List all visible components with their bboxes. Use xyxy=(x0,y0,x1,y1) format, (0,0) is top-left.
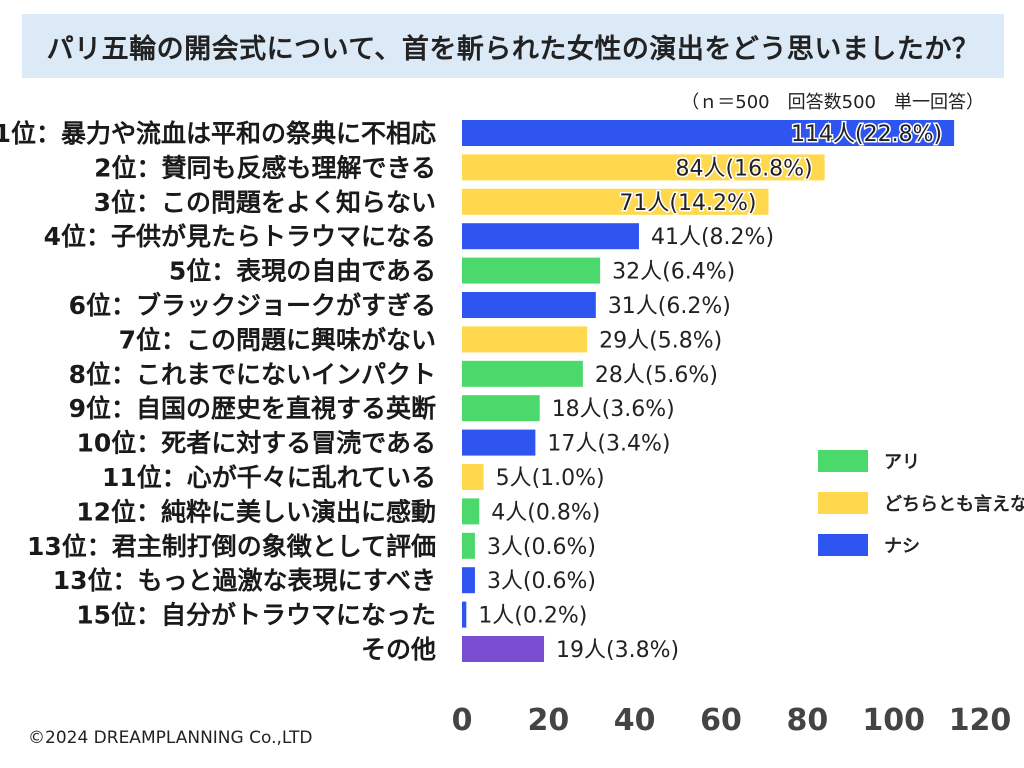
x-tick-80: 80 xyxy=(786,703,828,738)
value-label-13: 3人(0.6%) xyxy=(487,535,596,560)
category-label-8: 8位：これまでにないインパクト xyxy=(69,360,436,389)
value-label-14: 3人(0.6%) xyxy=(487,569,596,594)
value-label-15: 1人(0.2%) xyxy=(478,604,587,629)
category-label-2: 2位：賛同も反感も理解できる xyxy=(94,153,436,182)
bar-13 xyxy=(462,532,475,559)
value-label-7: 29人(5.8%) xyxy=(599,328,722,353)
x-tick-0: 0 xyxy=(452,703,473,738)
x-tick-40: 40 xyxy=(614,703,656,738)
category-label-15: 15位：自分がトラウマになった xyxy=(76,601,436,630)
bar-1 xyxy=(462,120,955,146)
category-label-16: その他 xyxy=(361,635,436,664)
bar-5 xyxy=(462,257,601,284)
category-label-3: 3位：この問題をよく知らない xyxy=(94,188,436,217)
value-label-8: 28人(5.6%) xyxy=(595,363,718,388)
value-label-12: 4人(0.8%) xyxy=(491,500,600,525)
title-banner: パリ五輪の開会式について、首を斬られた女性の演出をどう思いましたか？ xyxy=(22,14,1004,78)
bar-3 xyxy=(462,188,769,215)
legend: アリどちらとも言えないナシ xyxy=(818,450,1024,557)
value-label-9: 18人(3.6%) xyxy=(552,397,675,422)
chart-title: パリ五輪の開会式について、首を斬られた女性の演出をどう思いましたか？ xyxy=(46,33,980,65)
bar-11 xyxy=(462,464,484,490)
value-label-5: 32人(6.4%) xyxy=(612,260,735,285)
category-label-9: 9位：自国の歴史を直視する英断 xyxy=(69,394,436,423)
bar-14 xyxy=(462,567,475,594)
legend-label-1: アリ xyxy=(884,452,920,473)
legend-label-3: ナシ xyxy=(884,536,920,557)
legend-swatch-2 xyxy=(818,492,868,514)
value-label-4: 41人(8.2%) xyxy=(651,225,774,250)
legend-swatch-1 xyxy=(818,450,868,472)
sample-note: （ｎ＝500 回答数500 単一回答） xyxy=(681,92,984,113)
category-label-10: 10位：死者に対する冒涜である xyxy=(76,429,436,458)
category-label-14: 13位：もっと過激な表現にすべき xyxy=(53,566,436,595)
value-label-3: 71人(14.2%) xyxy=(619,191,756,216)
category-label-6: 6位：ブラックジョークがすぎる xyxy=(69,291,436,320)
category-label-5: 5位：表現の自由である xyxy=(169,257,436,286)
bar-9 xyxy=(462,395,540,422)
bar-16 xyxy=(462,636,545,662)
category-label-7: 7位：この問題に興味がない xyxy=(119,325,436,354)
value-label-10: 17人(3.4%) xyxy=(547,432,670,457)
category-label-13: 13位：君主制打倒の象徴として評価 xyxy=(27,532,436,561)
bar-12 xyxy=(462,498,480,525)
x-tick-120: 120 xyxy=(949,703,1012,738)
bar-15 xyxy=(462,601,467,628)
value-label-2: 84人(16.8%) xyxy=(676,156,813,181)
bar-7 xyxy=(462,326,588,353)
x-tick-60: 60 xyxy=(700,703,742,738)
legend-swatch-3 xyxy=(818,534,868,556)
value-label-11: 5人(1.0%) xyxy=(496,466,605,491)
bar-4 xyxy=(462,223,639,250)
value-label-16: 19人(3.8%) xyxy=(556,638,679,663)
value-label-6: 31人(6.2%) xyxy=(608,294,731,319)
x-tick-100: 100 xyxy=(862,703,925,738)
bar-8 xyxy=(462,360,583,387)
value-label-1: 114人(22.8%) xyxy=(791,122,942,147)
x-tick-20: 20 xyxy=(527,703,569,738)
bar-10 xyxy=(462,429,536,456)
category-label-11: 11位：心が千々に乱れている xyxy=(102,463,436,492)
copyright: ©2024 DREAMPLANNING Co.,LTD xyxy=(28,728,313,748)
category-label-1: 1位：暴力や流血は平和の祭典に不相応 xyxy=(0,119,436,148)
category-label-12: 12位：純粋に美しい演出に感動 xyxy=(76,497,436,526)
legend-label-2: どちらとも言えない xyxy=(884,493,1024,515)
category-label-4: 4位：子供が見たらトラウマになる xyxy=(44,222,436,251)
bar-2 xyxy=(462,154,825,181)
bar-6 xyxy=(462,292,596,318)
